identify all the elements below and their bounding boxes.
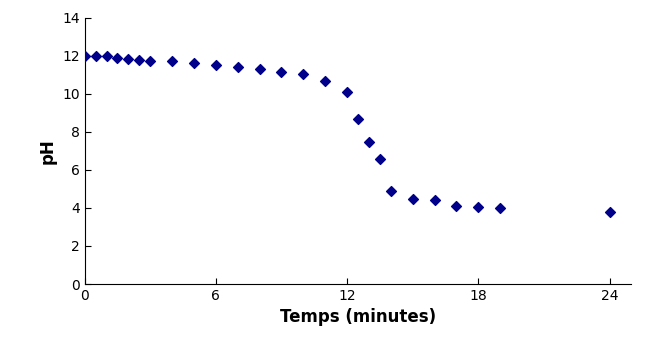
Point bbox=[364, 140, 374, 145]
Point bbox=[375, 157, 385, 162]
Point bbox=[123, 56, 133, 61]
Point bbox=[342, 89, 352, 95]
Point bbox=[167, 59, 177, 64]
Point bbox=[145, 58, 156, 64]
Point bbox=[102, 53, 112, 59]
Point bbox=[385, 188, 396, 194]
Point bbox=[255, 66, 265, 72]
Point bbox=[451, 203, 462, 209]
Point bbox=[320, 78, 331, 84]
Point bbox=[90, 53, 101, 59]
Point bbox=[134, 57, 145, 62]
Point bbox=[430, 197, 440, 203]
Point bbox=[112, 55, 122, 60]
Point bbox=[353, 117, 363, 122]
Point bbox=[298, 71, 309, 77]
Point bbox=[408, 197, 418, 202]
X-axis label: Temps (minutes): Temps (minutes) bbox=[280, 308, 436, 326]
Point bbox=[79, 53, 90, 59]
Point bbox=[211, 62, 221, 68]
Point bbox=[604, 209, 615, 214]
Point bbox=[276, 69, 286, 75]
Y-axis label: pH: pH bbox=[38, 138, 57, 164]
Point bbox=[232, 64, 243, 70]
Point bbox=[473, 204, 484, 210]
Point bbox=[495, 205, 505, 211]
Point bbox=[189, 61, 199, 66]
